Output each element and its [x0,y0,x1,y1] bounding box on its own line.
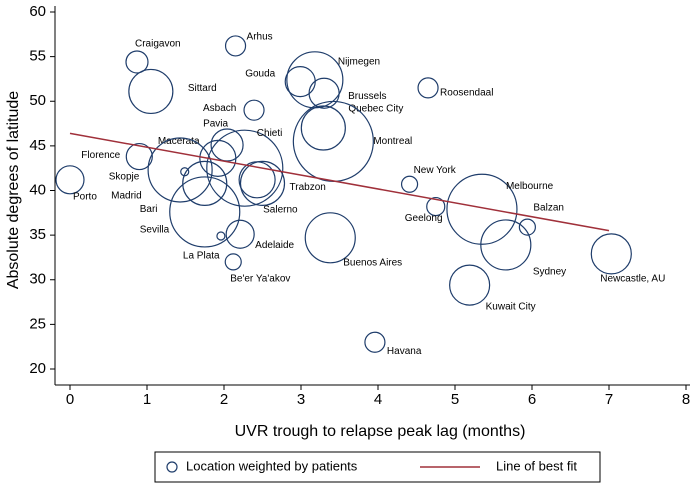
bubble [308,77,340,109]
point-label: Asbach [203,103,236,114]
bubble [125,142,153,171]
bubble [224,35,247,57]
bubble [446,173,518,245]
point-label: Craigavon [135,39,181,50]
y-tick-label: 40 [29,181,46,198]
bubble [182,160,228,206]
point-label: Salerno [263,204,298,215]
point-label: Montreal [373,136,412,147]
y-tick-label: 60 [29,3,46,20]
point-label: Nijmegen [338,56,380,67]
x-tick-label: 2 [220,391,228,408]
point-label: Bari [140,204,158,215]
bubble [426,196,446,217]
x-tick-label: 3 [297,391,305,408]
point-label: Kuwait City [486,302,536,313]
legend [154,451,601,483]
bubble [417,77,439,99]
x-tick-label: 4 [374,391,382,408]
x-tick-label: 0 [66,391,74,408]
bubble [518,218,536,236]
point-label: Buenos Aires [343,257,402,268]
point-label: La Plata [183,251,220,262]
y-tick-label: 50 [29,92,46,109]
point-label: Geelong [405,213,443,224]
y-axis-label: Absolute degrees of latitude [5,91,22,289]
point-label: Sydney [533,267,566,278]
point-label: Havana [387,346,422,357]
point-label: Trabzon [290,182,326,193]
point-label: Macerata [158,136,200,147]
legend-label: Line of best fit [496,458,577,473]
bubble [210,128,244,162]
point-label: Sittard [188,83,217,94]
point-label: Chieti [257,128,283,139]
y-tick-label: 55 [29,48,46,65]
x-tick-label: 1 [143,391,151,408]
point-label: Adelaide [255,240,294,251]
y-tick-label: 45 [29,137,46,154]
bubble [590,233,632,275]
bubble [147,137,213,203]
y-tick-label: 35 [29,226,46,243]
bubble [243,99,265,121]
point-label: Porto [73,191,97,202]
bubble [125,50,149,74]
point-label: Melbourne [506,181,554,192]
bubble [238,161,276,199]
point-label: Roosendaal [440,88,493,99]
bubble [224,253,242,271]
point-label: Balzan [533,203,564,214]
point-label: Pavia [203,119,228,130]
fit-line [69,132,610,232]
y-tick-label: 20 [29,360,46,377]
x-tick-label: 6 [528,391,536,408]
bubble [239,160,286,206]
bubble [225,219,255,249]
x-tick-label: 5 [451,391,459,408]
point-label: New York [414,165,457,176]
y-tick-label: 30 [29,271,46,288]
bubble [199,139,237,177]
bubble [169,176,241,248]
bubble [216,231,226,241]
point-label: Be'er Ya'akov [230,274,290,285]
x-tick-label: 7 [605,391,613,408]
point-label: Arhus [247,32,273,43]
y-tick-label: 25 [29,315,46,332]
legend-marker [166,461,178,473]
point-label: Quebec City [348,104,403,115]
legend-label: Location weighted by patients [186,458,358,473]
bubble [449,264,491,306]
point-label: Madrid [111,191,142,202]
point-label: Brussels [348,91,386,102]
x-axis-label: UVR trough to relapse peak lag (months) [235,423,526,440]
bubble [400,175,419,193]
bubble [55,165,85,195]
point-label: Sevilla [140,225,170,236]
point-label: Florence [81,150,120,161]
bubble [480,219,532,271]
bubble [364,331,386,353]
bubble [304,212,356,264]
bubble [180,167,190,177]
bubble [300,105,346,151]
point-label: Gouda [245,68,275,79]
x-tick-label: 8 [682,391,690,408]
point-label: Newcastle, AU [600,274,665,285]
bubble [128,68,174,115]
bubble [206,129,284,207]
point-label: Skopje [109,171,140,182]
